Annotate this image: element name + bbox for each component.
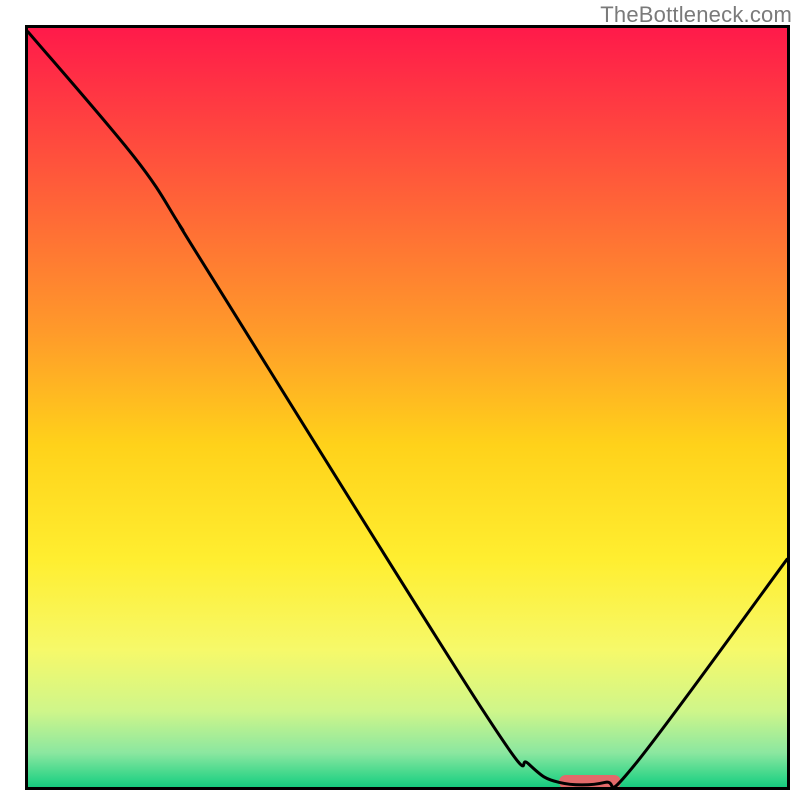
bottleneck-chart: TheBottleneck.com — [0, 0, 800, 800]
bottleneck-curve — [28, 28, 787, 787]
watermark-text: TheBottleneck.com — [600, 2, 792, 28]
plot-area — [28, 28, 787, 787]
